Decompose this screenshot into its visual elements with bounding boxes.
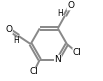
Text: H: H (58, 9, 63, 18)
Text: N: N (54, 55, 61, 64)
Text: O: O (67, 1, 74, 10)
Text: Cl: Cl (73, 48, 82, 57)
Text: O: O (5, 25, 12, 34)
Text: H: H (13, 36, 19, 45)
Text: Cl: Cl (29, 67, 38, 76)
